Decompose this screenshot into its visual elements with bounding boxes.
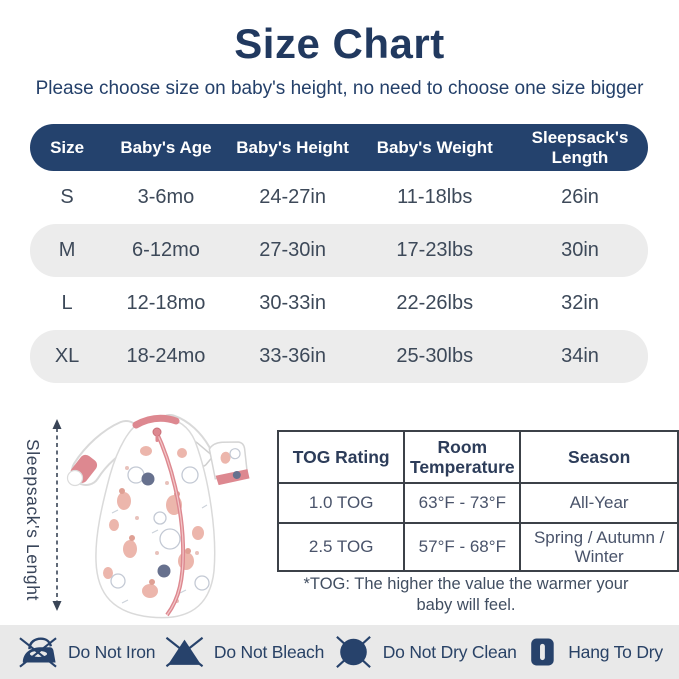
measure-arrow-icon [52, 419, 62, 611]
table-row-s: S 3-6mo 24-27in 11-18lbs 26in [30, 171, 648, 224]
sleepsack-length-label: Sleepsack's Lenght [23, 439, 43, 602]
care-label: Do Not Bleach [213, 641, 325, 662]
length-cell: 34in [561, 345, 599, 367]
page-title: Size Chart [234, 20, 445, 67]
care-label: Hang To Dry [568, 641, 663, 662]
sleepsack-illustration [66, 414, 250, 619]
length-cell: 30in [561, 239, 599, 261]
height-cell: 27-30in [259, 239, 326, 261]
header-size: Size [50, 137, 85, 157]
detachable-sleeve-cuff [208, 441, 250, 486]
size-table-header-row: Size Baby's Age Baby's Height Baby's Wei… [30, 124, 648, 171]
age-cell: 18-24mo [126, 345, 206, 367]
weight-cell: 22-26lbs [396, 292, 474, 314]
care-instructions-bar: Do Not Iron Do Not Bleach Do Not Dry Cle… [0, 625, 679, 679]
tog-header-temp: Room Temperature [403, 430, 522, 484]
tog-note-line1: *TOG: The higher the value the warmer yo… [303, 575, 629, 593]
collar-trim [132, 414, 180, 429]
do-not-dry-clean-icon [335, 636, 371, 668]
tog-note-line2: baby will feel. [416, 596, 516, 615]
age-cell: 6-12mo [132, 239, 200, 261]
tog-temp-cell: 63°F - 73°F [403, 482, 522, 524]
age-cell: 12-18mo [126, 292, 206, 314]
tog-table: TOG Rating Room Temperature Season 1.0 T… [276, 430, 679, 572]
height-cell: 24-27in [259, 186, 326, 208]
size-cell: S [60, 186, 74, 208]
care-item-hang-to-dry: Hang To Dry [524, 633, 663, 671]
age-cell: 3-6mo [137, 186, 195, 208]
care-label: Do Not Dry Clean [382, 641, 517, 662]
weight-cell: 25-30lbs [396, 345, 474, 367]
page-subtitle: Please choose size on baby's height, no … [35, 78, 644, 99]
length-measure-group: Sleepsack's Lenght [15, 413, 277, 627]
height-cell: 33-36in [259, 345, 326, 367]
height-cell: 30-33in [259, 292, 326, 314]
tog-row-2: 2.5 TOG 57°F - 68°F Spring / Autumn / Wi… [276, 522, 679, 572]
length-cell: 26in [561, 186, 599, 208]
care-item-do-not-bleach: Do Not Bleach [163, 633, 324, 671]
tog-header-rating: TOG Rating [276, 430, 406, 484]
zipper-pull [152, 427, 162, 437]
tog-rating-cell: 1.0 TOG [276, 482, 406, 524]
do-not-bleach-icon [165, 636, 204, 668]
header-weight: Baby's Weight [376, 137, 493, 157]
weight-cell: 17-23lbs [396, 239, 474, 261]
size-cell: L [61, 292, 73, 314]
length-cell: 32in [561, 292, 599, 314]
table-row-l: L 12-18mo 30-33in 22-26lbs 32in [30, 277, 648, 330]
tog-temp-cell: 57°F - 68°F [403, 522, 522, 572]
header-height: Baby's Height [236, 137, 349, 157]
do-not-iron-icon [19, 637, 57, 668]
tog-header-row: TOG Rating Room Temperature Season [276, 430, 679, 484]
header-length: Sleepsack's Length [531, 128, 629, 167]
care-item-do-not-iron: Do Not Iron [16, 633, 155, 671]
weight-cell: 11-18lbs [397, 186, 473, 208]
tog-row-1: 1.0 TOG 63°F - 73°F All-Year [276, 482, 679, 524]
tog-season-cell: Spring / Autumn / Winter [519, 522, 679, 572]
size-cell: M [58, 239, 76, 261]
header-age: Baby's Age [120, 137, 212, 157]
tog-header-season: Season [519, 430, 679, 484]
tog-season-cell: All-Year [519, 482, 679, 524]
care-item-do-not-dry-clean: Do Not Dry Clean [332, 633, 517, 671]
size-cell: XL [54, 345, 80, 367]
size-table: Size Baby's Age Baby's Height Baby's Wei… [30, 124, 648, 383]
tog-rating-cell: 2.5 TOG [276, 522, 406, 572]
tog-note: *TOG: The higher the value the warmer yo… [283, 574, 649, 616]
table-row-m: M 6-12mo 27-30in 17-23lbs 30in [30, 224, 648, 277]
care-label: Do Not Iron [68, 641, 156, 662]
hang-to-dry-icon [531, 638, 554, 666]
table-row-xl: XL 18-24mo 33-36in 25-30lbs 34in [30, 330, 648, 383]
